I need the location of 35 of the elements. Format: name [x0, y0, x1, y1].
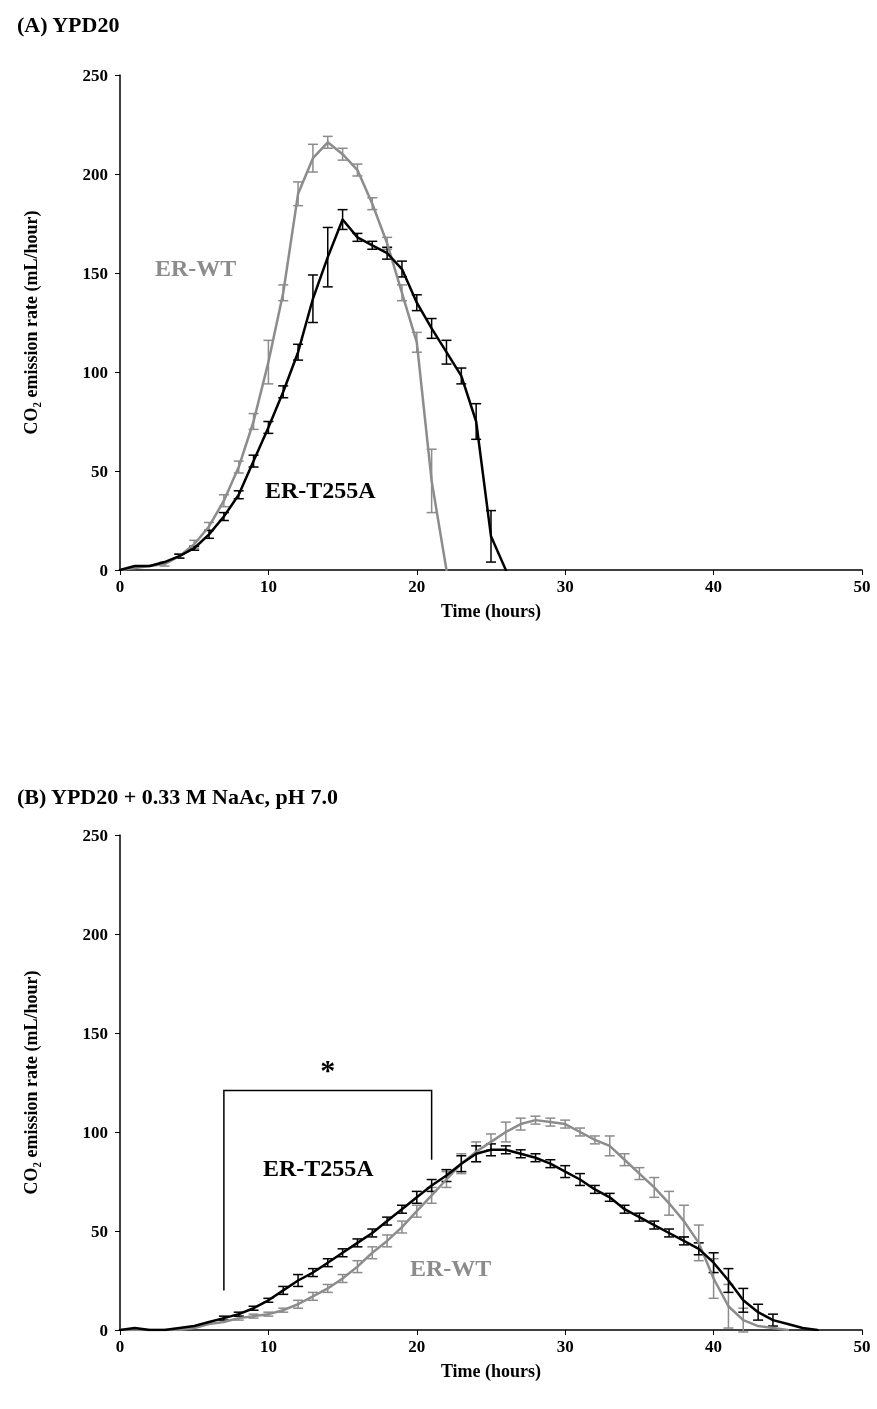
- chart-title: (A) YPD20: [17, 11, 120, 37]
- y-tick-label: 200: [82, 924, 108, 944]
- text: ER-WT: [155, 255, 237, 281]
- x-tick-label: 10: [259, 1337, 277, 1356]
- y-tick-label: 100: [82, 362, 108, 382]
- x-tick-label: 50: [853, 577, 871, 596]
- x-tick-label: 10: [259, 577, 277, 596]
- series-label: ER-T255A: [263, 1155, 375, 1181]
- y-tick-label: 0: [99, 560, 108, 580]
- x-tick-label: 30: [556, 577, 574, 596]
- annotation: *: [320, 1052, 336, 1086]
- y-tick-label: 100: [82, 1122, 108, 1142]
- series-label: ER-WT: [410, 1255, 492, 1281]
- x-axis-title: Time (hours): [440, 601, 542, 622]
- y-tick-label: 0: [99, 1320, 108, 1340]
- y-axis-title: CO₂ emission rate (mL/hour): [21, 970, 42, 1195]
- x-tick-label: 20: [408, 1337, 426, 1356]
- y-tick-label: 250: [82, 825, 108, 845]
- y-tick-label: 250: [82, 65, 108, 85]
- x-tick-label: 40: [705, 1337, 723, 1356]
- y-axis-title: CO₂ emission rate (mL/hour): [21, 210, 42, 435]
- x-axis-title: Time (hours): [440, 1361, 542, 1382]
- x-tick-label: 0: [115, 577, 125, 596]
- y-tick-label: 200: [82, 164, 108, 184]
- y-tick-label: 50: [91, 1221, 108, 1241]
- x-tick-label: 0: [115, 1337, 125, 1356]
- x-tick-label: 30: [556, 1337, 574, 1356]
- y-tick-label: 50: [91, 461, 108, 481]
- y-tick-label: 150: [82, 1023, 108, 1043]
- x-tick-label: 50: [853, 1337, 871, 1356]
- x-tick-label: 40: [705, 577, 723, 596]
- y-tick-label: 150: [82, 263, 108, 283]
- chart-title: (B) YPD20 + 0.33 M NaAc, pH 7.0: [17, 783, 338, 809]
- x-tick-label: 20: [408, 577, 426, 596]
- series-label: ER-T255A: [265, 477, 377, 503]
